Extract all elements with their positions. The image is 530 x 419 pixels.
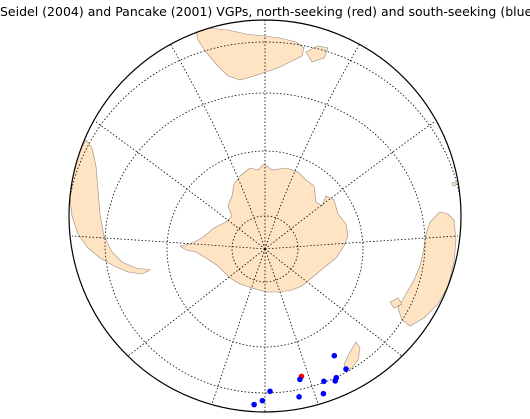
- graticule-lat-60: [166, 150, 364, 348]
- globe-outline: [68, 19, 462, 413]
- land-africa: [69, 139, 151, 275]
- graticule-meridian-30: [167, 39, 266, 250]
- land-madagascar-australia-east: [389, 297, 403, 309]
- vgp-point-south-3: [343, 366, 349, 372]
- vgp-point-south-2: [297, 376, 303, 383]
- graticule-meridian-270: [264, 235, 459, 250]
- land-australia: [397, 211, 457, 327]
- graticule-meridian-90: [71, 235, 266, 250]
- vgp-points: [251, 352, 349, 408]
- land-island-1: [451, 181, 457, 187]
- vgp-point-south-9: [267, 388, 273, 395]
- vgp-point-south-7: [320, 390, 327, 397]
- vgp-point-south-8: [296, 394, 302, 400]
- graticule-meridian-150: [211, 248, 266, 405]
- land-antarctica: [179, 163, 349, 293]
- graticule-meridian-240: [264, 248, 403, 357]
- land-south-america: [195, 27, 305, 81]
- vgp-point-south-10: [259, 397, 266, 404]
- graticule-meridian-120: [127, 248, 266, 357]
- graticule-meridian-210: [264, 248, 319, 405]
- vgp-point-south-0: [331, 352, 338, 359]
- graticule: [69, 20, 461, 412]
- map-title: Seidel (2004) and Pancake (2001) VGPs, n…: [0, 4, 530, 19]
- land-layer: [69, 27, 457, 371]
- vgp-point-south-5: [321, 378, 327, 385]
- graticule-lat-40: [104, 92, 426, 394]
- vgp-point-south-6: [332, 378, 339, 384]
- vgp-point-south-11: [251, 401, 257, 408]
- land-falklands: [305, 45, 329, 63]
- graticule-meridian-330: [264, 39, 363, 250]
